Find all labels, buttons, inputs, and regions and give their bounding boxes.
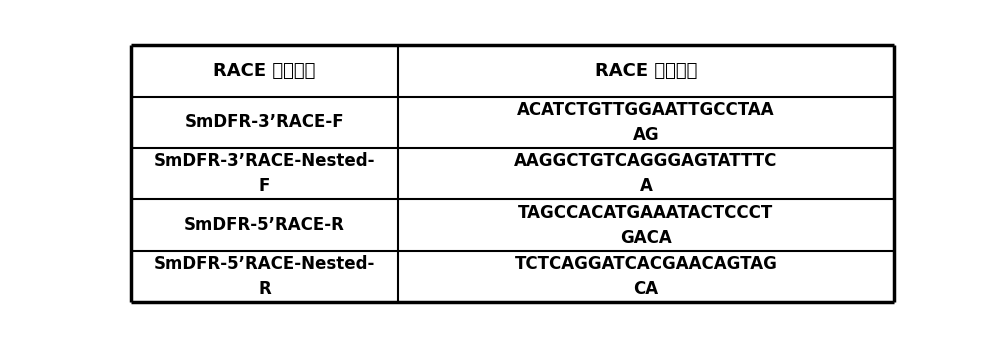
Text: SmDFR-3’RACE-F: SmDFR-3’RACE-F xyxy=(185,113,344,131)
Text: SmDFR-3’RACE-Nested-
F: SmDFR-3’RACE-Nested- F xyxy=(154,152,375,195)
Bar xyxy=(398,251,894,302)
Text: ACATCTGTTGGAATTGCCTAA
AG: ACATCTGTTGGAATTGCCTAA AG xyxy=(517,101,775,144)
Bar xyxy=(131,97,398,148)
Bar xyxy=(398,148,894,200)
Text: RACE 引物名称: RACE 引物名称 xyxy=(213,62,316,80)
Bar xyxy=(131,200,398,251)
Bar xyxy=(131,45,398,97)
Text: RACE 引物序列: RACE 引物序列 xyxy=(595,62,697,80)
Text: TCTCAGGATCACGAACAGTAG
CA: TCTCAGGATCACGAACAGTAG CA xyxy=(515,255,777,298)
Bar xyxy=(398,45,894,97)
Text: TAGCCACATGAAATACTCCCT
GACA: TAGCCACATGAAATACTCCCT GACA xyxy=(518,204,774,247)
Text: SmDFR-5’RACE-Nested-
R: SmDFR-5’RACE-Nested- R xyxy=(154,255,375,298)
Bar xyxy=(398,97,894,148)
Bar xyxy=(131,251,398,302)
Bar xyxy=(398,200,894,251)
Text: SmDFR-5’RACE-R: SmDFR-5’RACE-R xyxy=(184,216,345,234)
Text: AAGGCTGTCAGGGAGTATTTC
A: AAGGCTGTCAGGGAGTATTTC A xyxy=(514,152,778,195)
Bar xyxy=(131,148,398,200)
